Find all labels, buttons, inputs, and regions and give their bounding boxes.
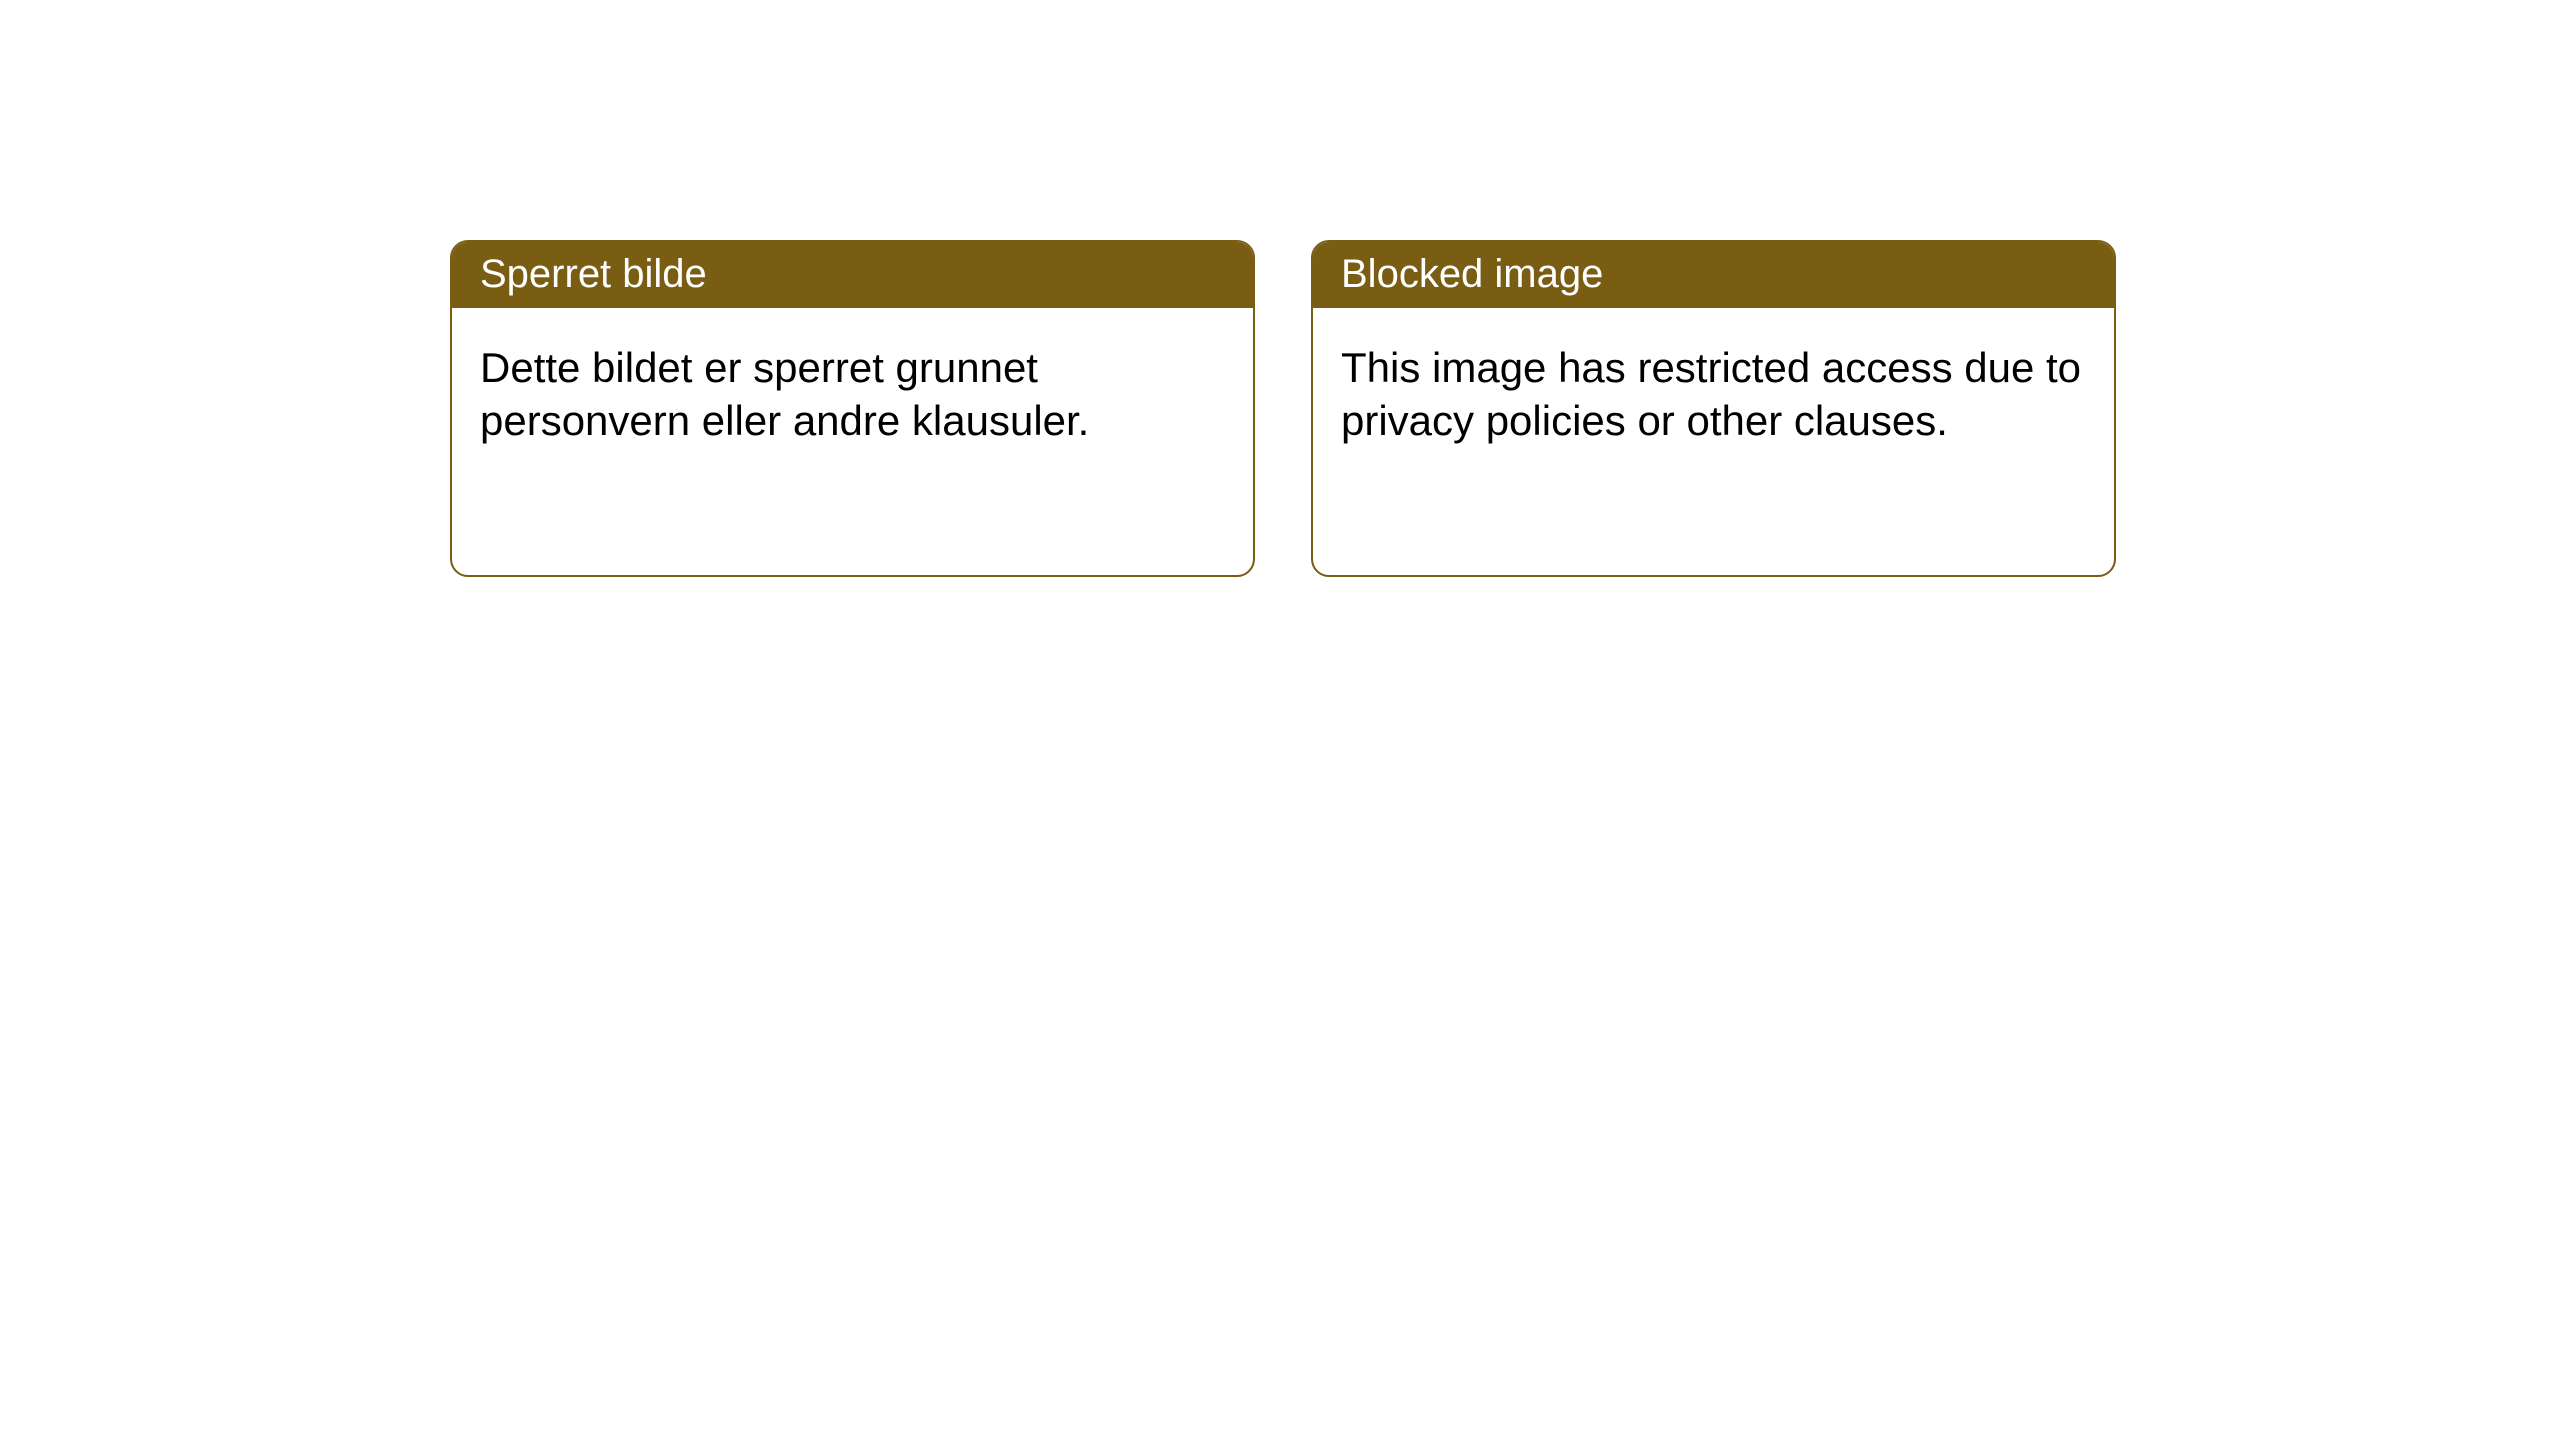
card-body: Dette bildet er sperret grunnet personve… (452, 308, 1253, 481)
notice-container: Sperret bilde Dette bildet er sperret gr… (450, 240, 2116, 577)
card-title: Sperret bilde (480, 252, 707, 296)
card-body: This image has restricted access due to … (1313, 308, 2114, 481)
card-header: Blocked image (1313, 242, 2114, 308)
card-title: Blocked image (1341, 252, 1603, 296)
card-body-text: This image has restricted access due to … (1341, 344, 2081, 444)
notice-card-english: Blocked image This image has restricted … (1311, 240, 2116, 577)
card-body-text: Dette bildet er sperret grunnet personve… (480, 344, 1089, 444)
notice-card-norwegian: Sperret bilde Dette bildet er sperret gr… (450, 240, 1255, 577)
card-header: Sperret bilde (452, 242, 1253, 308)
